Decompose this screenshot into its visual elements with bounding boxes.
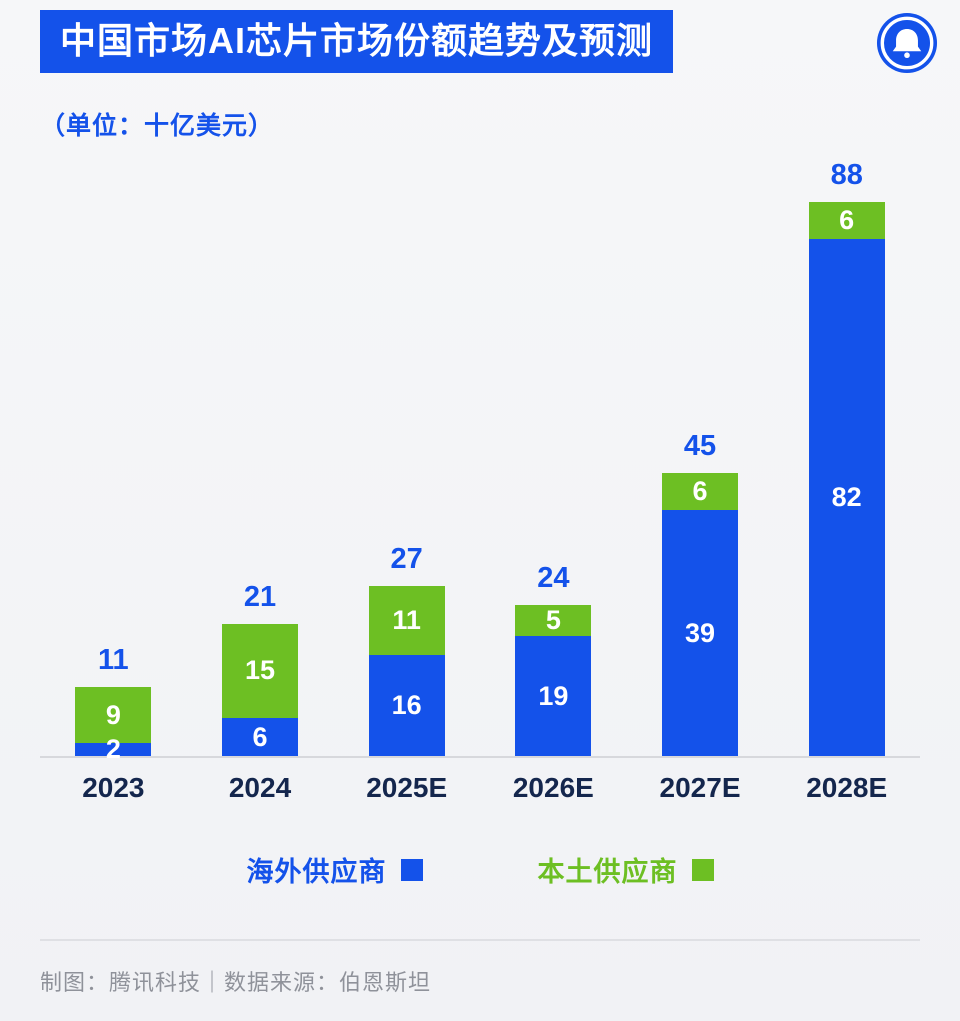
x-axis-tick-label: 2023 <box>82 772 145 803</box>
x-axis-tick-label: 2027E <box>659 772 741 803</box>
stacked-bar-chart: 11 9 2 21 15 6 27 11 16 24 5 19 45 6 39 88 6 82 2023 2024 2… <box>40 158 920 804</box>
x-axis-labels: 2023 2024 2025E 2026E 2027E 2028E <box>40 758 920 804</box>
bar-total-label: 45 <box>683 429 717 462</box>
bar-segment-domestic: 11 <box>368 585 445 656</box>
bars-row: 11 9 2 21 15 6 27 11 16 24 5 19 45 6 39 88 6 82 <box>40 158 920 762</box>
bar-total-label: 24 <box>537 561 570 594</box>
stacked-bar: 6 39 <box>662 472 739 756</box>
stacked-bar: 6 82 <box>808 201 885 756</box>
unit-note: （单位：十亿美元） <box>40 112 275 140</box>
legend-item-overseas: 海外供应商 <box>247 850 423 889</box>
bar-column: 27 11 16 <box>333 543 480 756</box>
stacked-bar: 11 16 <box>368 585 445 756</box>
bar-segment-overseas: 16 <box>368 655 445 756</box>
bar-segment-domestic: 15 <box>222 623 298 719</box>
bar-total-label: 11 <box>98 643 129 676</box>
bar-total-label: 27 <box>390 542 423 575</box>
bar-segment-overseas: 6 <box>222 718 298 756</box>
legend-swatch-green-icon <box>691 858 714 881</box>
bar-column: 45 6 39 <box>627 430 774 756</box>
tencent-tech-bell-logo <box>876 12 938 74</box>
header: 中国市场AI芯片市场份额趋势及预测 <box>0 0 960 74</box>
x-axis-tick-label: 2026E <box>512 772 594 803</box>
bar-column: 24 5 19 <box>480 562 627 756</box>
x-axis-tick-label: 2024 <box>228 772 292 803</box>
bar-column: 88 6 82 <box>773 159 920 756</box>
stacked-bar: 5 19 <box>515 604 592 756</box>
x-axis-tick-label: 2025E <box>366 772 448 803</box>
legend-swatch-blue-icon <box>400 858 423 881</box>
chart-legend: 海外供应商 本土供应商 <box>0 850 960 889</box>
bar-total-label: 88 <box>830 158 863 191</box>
bar-segment-overseas: 39 <box>662 510 739 756</box>
footer-divider <box>40 939 920 941</box>
bar-segment-overseas: 82 <box>808 239 885 756</box>
bar-column: 11 9 2 <box>40 643 187 762</box>
bar-total-label: 21 <box>243 580 277 613</box>
bar-segment-domestic: 5 <box>515 604 592 637</box>
bar-segment-domestic: 6 <box>808 201 885 240</box>
bar-segment-overseas: 19 <box>515 636 592 756</box>
stacked-bar: 15 6 <box>222 623 298 756</box>
bar-column: 21 15 6 <box>187 581 334 756</box>
page-title: 中国市场AI芯片市场份额趋势及预测 <box>40 10 674 74</box>
legend-label-domestic: 本土供应商 <box>537 857 678 887</box>
bar-segment-domestic: 9 <box>75 686 152 744</box>
bar-segment-domestic: 6 <box>662 472 739 511</box>
x-axis-tick-label: 2028E <box>806 772 888 803</box>
footer-credit: 制图：腾讯科技｜数据来源：伯恩斯坦 <box>40 970 432 995</box>
bar-segment-overseas: 2 <box>75 736 152 762</box>
legend-item-domestic: 本土供应商 <box>538 850 714 889</box>
legend-label-overseas: 海外供应商 <box>246 857 387 887</box>
